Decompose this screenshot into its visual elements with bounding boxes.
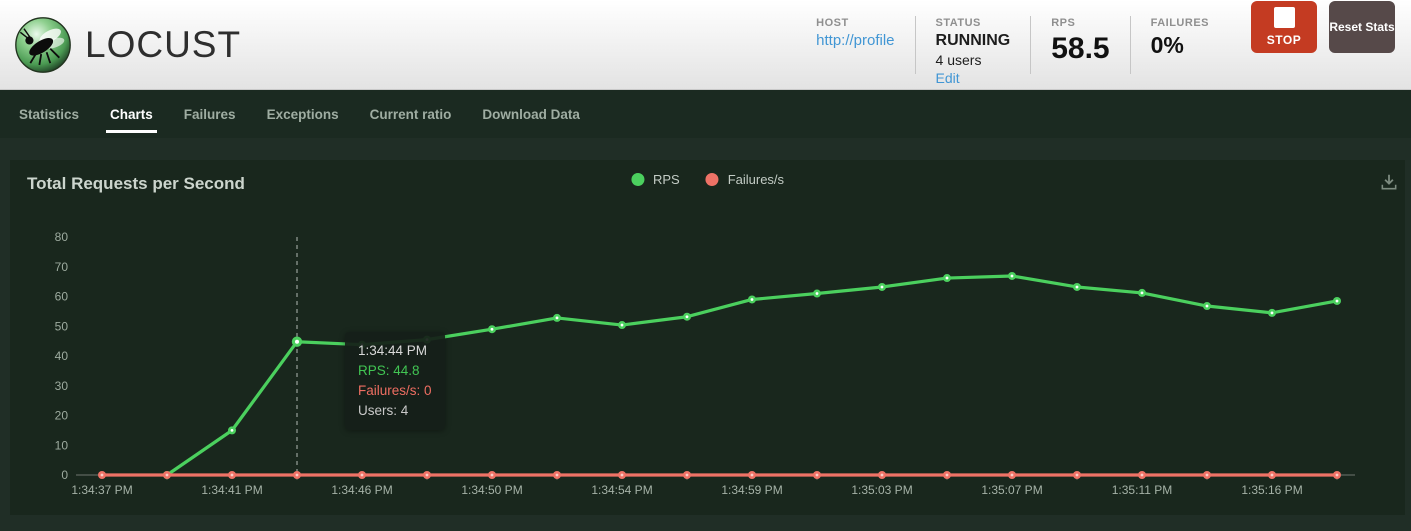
- svg-text:30: 30: [55, 379, 69, 393]
- svg-text:1:35:16 PM: 1:35:16 PM: [1241, 483, 1302, 497]
- svg-text:1:34:37 PM: 1:34:37 PM: [71, 483, 132, 497]
- svg-text:1:34:41 PM: 1:34:41 PM: [201, 483, 262, 497]
- chart-panel: Total Requests per Second RPS Failures/s …: [10, 160, 1405, 515]
- locust-logo-icon: [15, 16, 71, 73]
- svg-text:1:34:50 PM: 1:34:50 PM: [461, 483, 522, 497]
- failures-label: FAILURES: [1150, 17, 1209, 29]
- stop-button[interactable]: STOP: [1251, 1, 1317, 53]
- failures-stat: FAILURES 0%: [1131, 1, 1229, 60]
- legend-item-failures-s[interactable]: Failures/s: [705, 172, 785, 187]
- status-stat: STATUS RUNNING 4 users Edit: [916, 1, 1031, 88]
- locust-logo[interactable]: LOCUST: [14, 16, 241, 74]
- svg-text:0: 0: [61, 468, 68, 482]
- legend-item-rps[interactable]: RPS: [630, 172, 680, 187]
- main-nav: Statistics Charts Failures Exceptions Curren…: [0, 90, 1411, 138]
- legend-label: Failures/s: [727, 172, 785, 187]
- svg-text:1:34:54 PM: 1:34:54 PM: [591, 483, 652, 497]
- svg-text:1:35:03 PM: 1:35:03 PM: [851, 483, 912, 497]
- divider: [1030, 16, 1032, 74]
- svg-text:60: 60: [55, 290, 69, 304]
- main-content: Total Requests per Second RPS Failures/s …: [0, 138, 1411, 515]
- failures-value: 0%: [1150, 32, 1184, 58]
- tab-statistics[interactable]: Statistics: [19, 106, 80, 122]
- status-label: STATUS: [935, 17, 981, 29]
- svg-text:80: 80: [55, 230, 69, 244]
- divider: [1129, 16, 1131, 74]
- tab-exceptions[interactable]: Exceptions: [266, 106, 339, 122]
- svg-text:1:35:11 PM: 1:35:11 PM: [1112, 483, 1172, 497]
- svg-text:50: 50: [55, 319, 69, 333]
- status-users: 4 users: [935, 52, 982, 68]
- header-buttons: STOP Reset Stats: [1251, 1, 1395, 53]
- svg-text:40: 40: [55, 349, 69, 363]
- download-chart-icon[interactable]: [1379, 172, 1399, 192]
- logo-text: LOCUST: [85, 23, 242, 65]
- stop-button-label: STOP: [1266, 33, 1302, 47]
- stop-icon: [1273, 7, 1295, 28]
- chart-canvas[interactable]: 0 10 20 30 40 50 60 70 80 1:34:37 PM 1:34:41 PM 1:3…: [10, 160, 1405, 515]
- tab-failures[interactable]: Failures: [183, 106, 236, 122]
- legend-label: RPS: [652, 172, 680, 187]
- svg-text:1:35:07 PM: 1:35:07 PM: [981, 483, 1042, 497]
- legend-dot-icon: [630, 173, 644, 186]
- svg-text:70: 70: [55, 260, 69, 274]
- tab-download-data[interactable]: Download Data: [482, 106, 580, 122]
- divider: [914, 16, 916, 74]
- legend-dot-icon: [705, 173, 719, 186]
- rps-label: RPS: [1051, 17, 1076, 29]
- chart-title: Total Requests per Second: [27, 174, 245, 193]
- chart-legend: RPS Failures/s: [630, 172, 785, 187]
- svg-text:1:34:59 PM: 1:34:59 PM: [721, 483, 782, 497]
- svg-text:20: 20: [55, 409, 69, 423]
- svg-text:1:34:46 PM: 1:34:46 PM: [331, 483, 392, 497]
- reset-stats-button[interactable]: Reset Stats: [1329, 1, 1395, 53]
- header-stats: HOST http://profile STATUS RUNNING 4 use…: [796, 1, 1411, 88]
- edit-link[interactable]: Edit: [935, 70, 960, 86]
- header: LOCUST HOST http://profile STATUS RUNNIN…: [0, 0, 1411, 90]
- status-value: RUNNING: [935, 32, 1011, 49]
- svg-text:10: 10: [55, 438, 69, 452]
- host-label: HOST: [816, 17, 849, 29]
- rps-stat: RPS 58.5: [1031, 1, 1129, 65]
- host-stat: HOST http://profile: [796, 1, 914, 50]
- tab-current-ratio[interactable]: Current ratio: [369, 106, 452, 122]
- host-link[interactable]: http://profile: [816, 32, 895, 49]
- rps-value: 58.5: [1051, 32, 1110, 65]
- tab-charts[interactable]: Charts: [101, 90, 162, 138]
